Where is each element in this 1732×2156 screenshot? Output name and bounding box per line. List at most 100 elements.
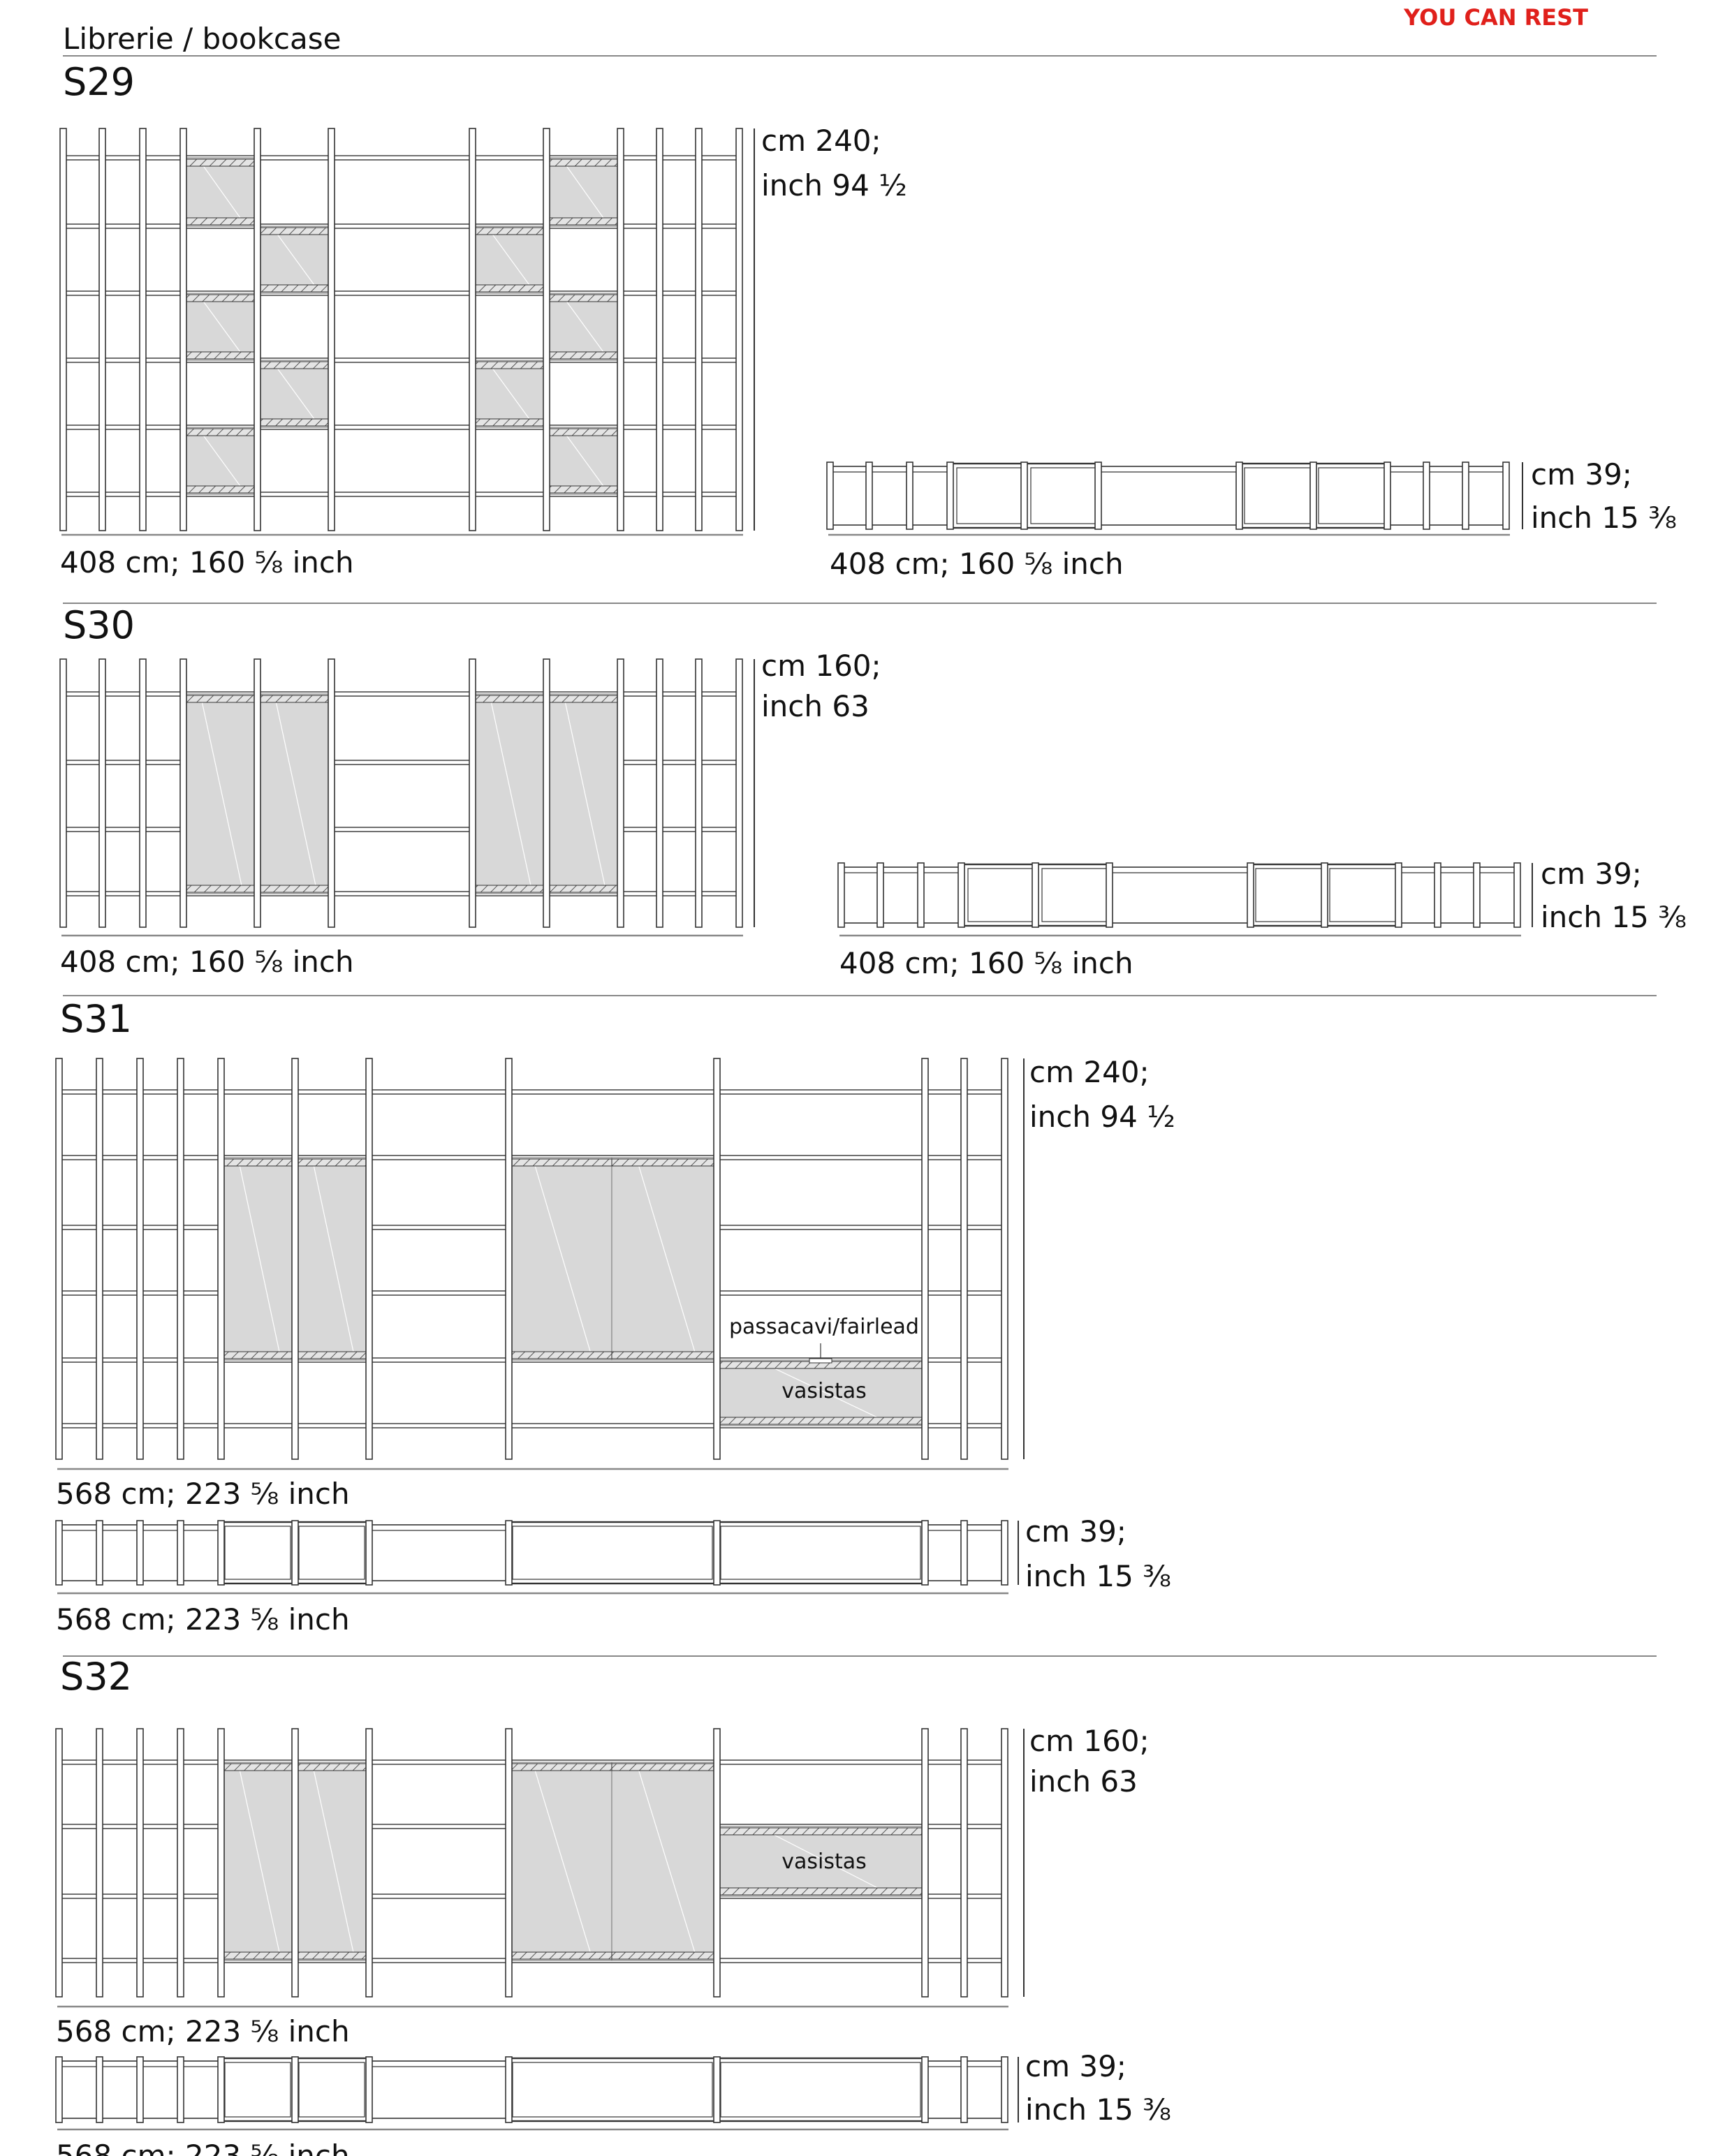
s30-shelf [62,891,740,896]
s32-upright [960,1728,968,1998]
s29-hatched-frame [182,294,258,302]
s32-upright [365,1728,373,1998]
model-title-s30: S30 [63,603,135,647]
s30-upright [469,658,476,928]
s29-upright [617,128,624,531]
s29-plan-cabinet [1239,462,1316,529]
s30-plan-outline [840,866,1518,924]
s32-hatched-frame [220,1763,295,1771]
s30-plan-upright [1106,862,1113,928]
s31-glass-door [294,1157,369,1361]
s32-glass-reflection [637,1767,696,1956]
s29-shelf [62,492,740,497]
s29-plan-upright [1309,462,1317,530]
s31-hatched-frame [611,1351,717,1359]
s30-hatched-frame [182,885,258,893]
s30-upright [543,658,550,928]
s29-glass-reflection [275,365,317,422]
s30-hatched-frame [256,885,332,893]
s30-plan-upright [1395,862,1402,928]
s32-glass-door [611,1762,717,1961]
page-header-title: Librerie / bookcase [63,22,341,56]
s29-hatched-frame [256,418,332,427]
s31-plan-upright [505,1520,513,1586]
s29-shelf [62,290,740,296]
s29-upright [543,128,550,531]
s30-glass-door [182,693,258,894]
s32-upright [136,1728,144,1998]
s31-plan-cabinet [293,1521,370,1585]
s29-hatched-frame [256,284,332,293]
s31-plan-cabinet-inner [224,1526,291,1580]
s29-plan-upright [946,462,954,530]
s31-plan-depth-inch: inch 15 ⅜ [1025,1559,1171,1593]
s30-upright [735,658,743,928]
s31-vasistas-panel [716,1359,925,1426]
s31-hatched-frame [508,1351,612,1359]
s30-upright [656,658,663,928]
s30-glass-door [545,693,621,894]
s29-plan-cabinet [1313,462,1390,529]
s29-glass-door [471,226,547,294]
s29-plan-outline [829,466,1506,526]
s30-hatched-frame [471,695,547,703]
s32-plan-upright [291,2056,299,2123]
s29-glass-door [471,360,547,428]
s30-plan-cabinet [1250,863,1327,927]
s31-upright [291,1058,299,1460]
s31-glass-reflection [768,1365,883,1421]
s29-hatched-frame [545,485,621,494]
s29-shelf [62,424,740,430]
s31-upright [713,1058,721,1460]
s29-glass-reflection [490,365,532,422]
s32-elevation-width: 568 cm; 223 ⅝ inch [56,2014,350,2048]
s30-hatched-frame [471,885,547,893]
s31-glass-reflection [238,1162,281,1355]
s29-hatched-frame [471,418,547,427]
s31-plan-upright [177,1520,184,1586]
s32-plan-depth-cm: cm 39; [1025,2049,1126,2083]
s31-shelf [58,1089,1005,1095]
s29-glass-door [545,427,621,495]
s32-glass-door [508,1762,612,1961]
s30-plan-upright [1513,862,1521,928]
s31-fairlead-label: passacavi/fairlead [729,1315,919,1339]
s32-upright [921,1728,929,1998]
s30-plan-depth-inch: inch 15 ⅜ [1541,900,1687,934]
s32-upright [96,1728,103,1998]
s29-plan-upright [906,462,913,530]
s30-plan-upright [917,862,925,928]
s31-glass-reflection [534,1162,592,1355]
s32-plan-upright [96,2056,103,2123]
s30-upright [59,658,67,928]
s30-elevation-height-inch: inch 63 [761,689,869,723]
s29-hatched-frame [545,217,621,226]
s31-vasistas-label: vasistas [781,1379,867,1403]
s30-plan-cabinet [962,863,1039,927]
s31-upright [1001,1058,1008,1460]
s32-upright [291,1728,299,1998]
s30-upright [98,658,106,928]
s30-plan-upright [957,862,965,928]
brand-logo: YOU CAN REST [1403,4,1588,31]
s31-plan-upright [365,1520,373,1586]
s31-upright [55,1058,63,1460]
s30-shelf [62,827,740,832]
s31-upright [365,1058,373,1460]
s29-glass-reflection [564,432,606,489]
s30-plan-upright [1321,862,1328,928]
s31-hatched-frame [294,1351,369,1359]
s31-upright [921,1058,929,1460]
s29-hatched-frame [471,361,547,369]
s31-plan-upright [136,1520,144,1586]
s31-glass-door [611,1157,717,1361]
s32-plan-width: 568 cm; 223 ⅝ inch [56,2139,350,2156]
s29-glass-door [182,427,258,495]
s29-hatched-frame [182,485,258,494]
s30-upright [617,658,624,928]
s32-upright [713,1728,721,1998]
s29-plan-upright [1020,462,1028,530]
s29-hatched-frame [545,351,621,360]
s32-vasistas-panel [716,1826,925,1897]
s32-vasistas-label: vasistas [781,1849,867,1874]
